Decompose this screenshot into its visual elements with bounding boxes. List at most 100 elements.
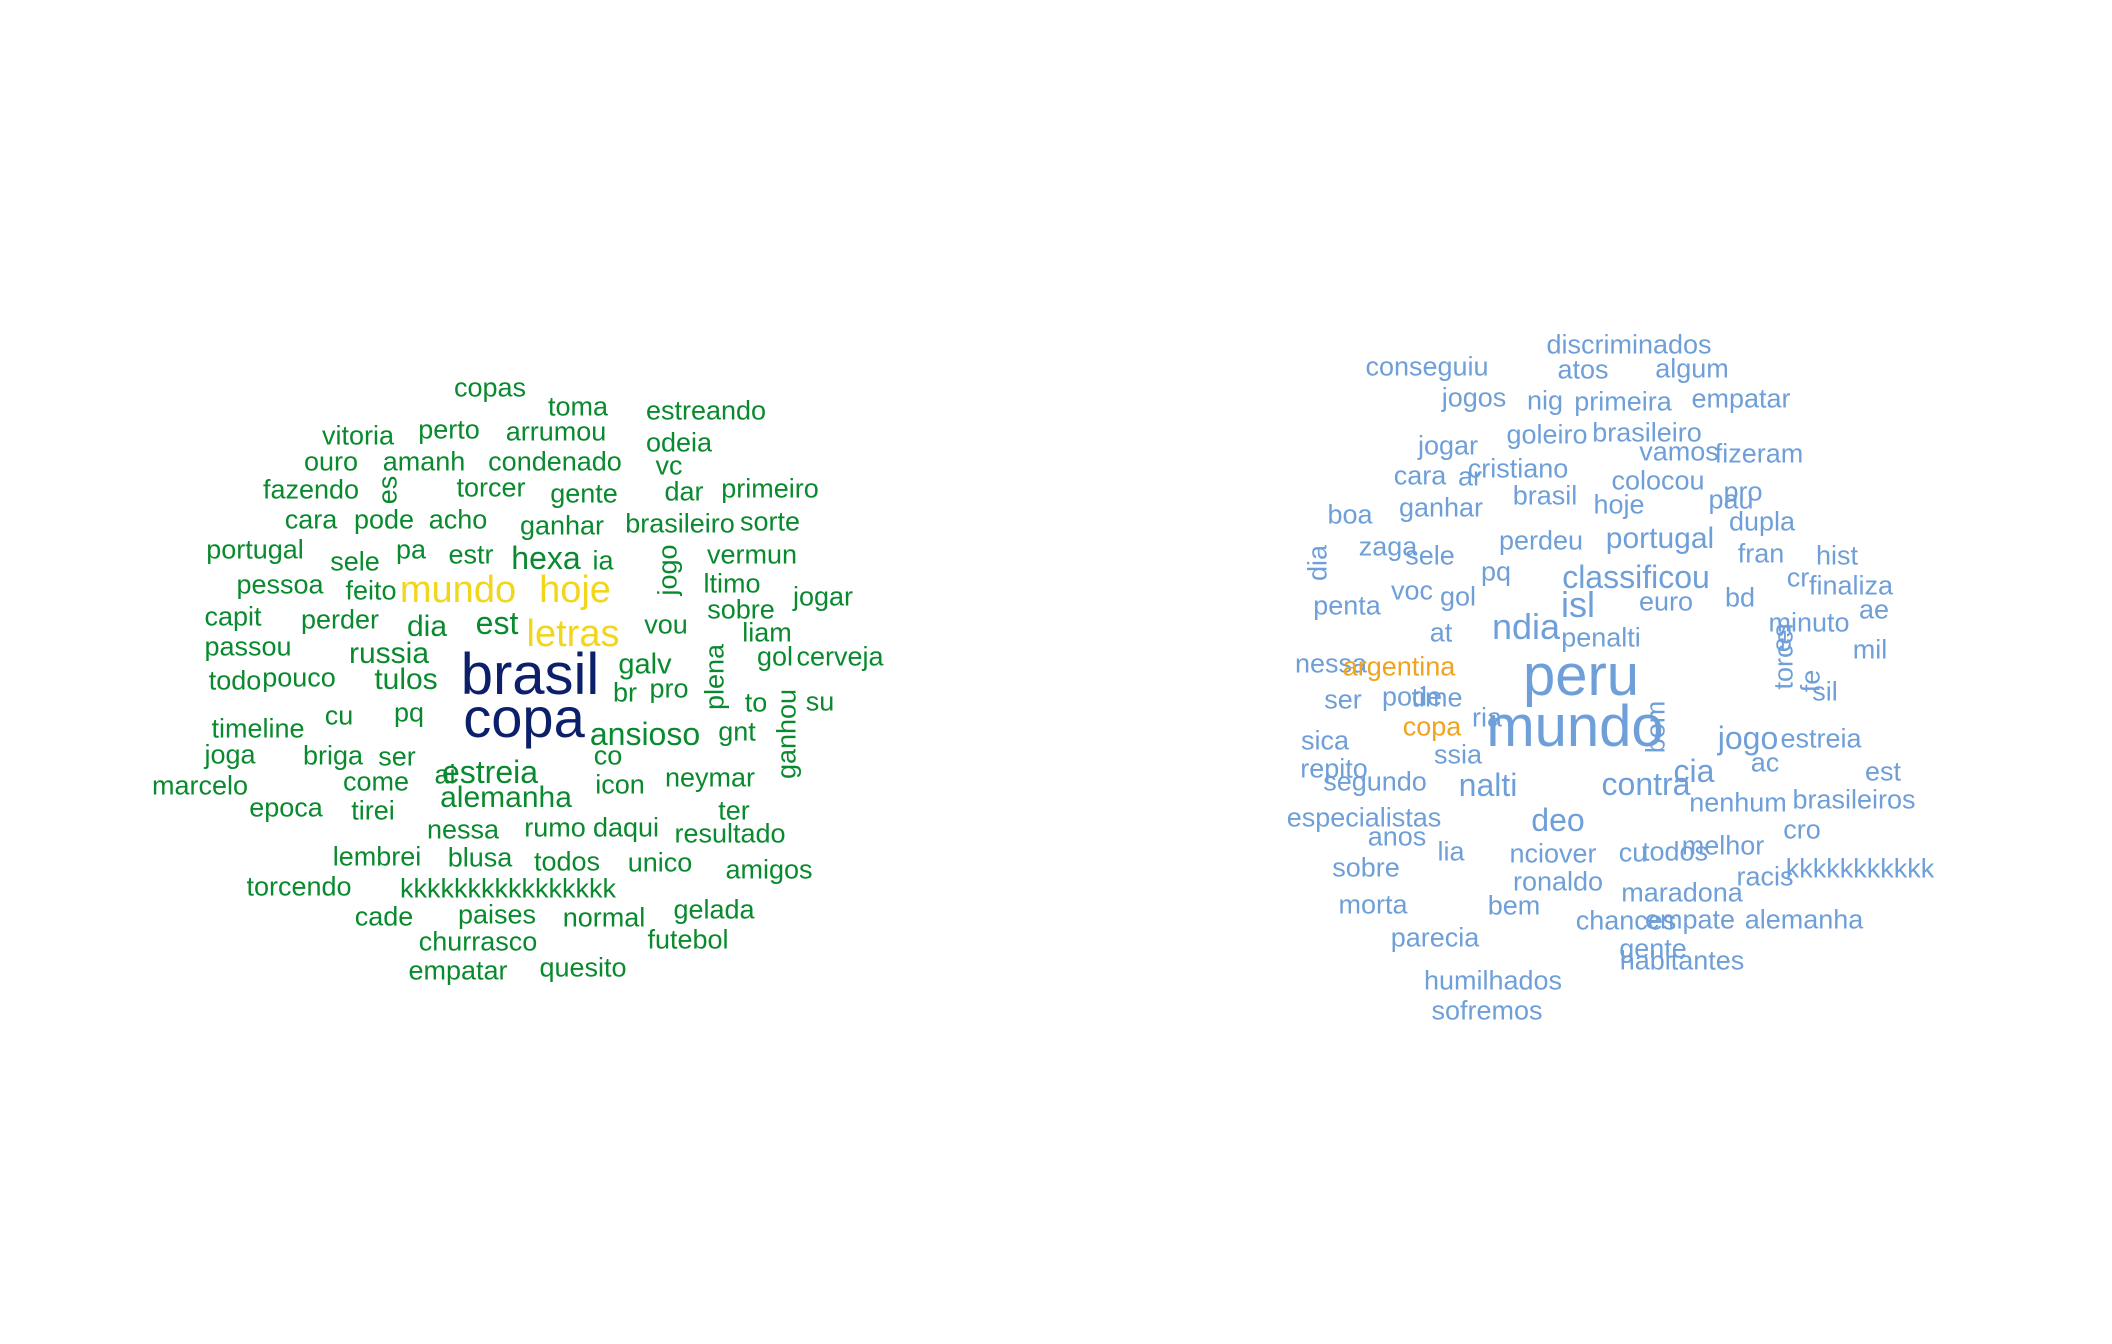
cloud-word-brasil: br <box>612 677 638 708</box>
cloud-word-argentina: bem <box>1487 890 1541 921</box>
cloud-word-brasil: pa <box>395 534 427 565</box>
cloud-word-brasil: brasil <box>460 642 600 707</box>
cloud-word-argentina: hist <box>1815 540 1859 571</box>
cloud-word-argentina: parecia <box>1390 922 1480 953</box>
cloud-word-argentina: maradona <box>1621 877 1743 908</box>
cloud-word-brasil: futebol <box>647 924 729 955</box>
cloud-word-brasil: estreando <box>645 395 767 426</box>
cloud-word-brasil: torcendo <box>246 871 352 902</box>
cloud-word-brasil: tulos <box>374 663 438 696</box>
cloud-word-argentina: jogar <box>1417 430 1479 461</box>
cloud-word-brasil: quesito <box>539 952 627 983</box>
cloud-word-brasil: icon <box>595 769 645 800</box>
cloud-word-argentina: perdeu <box>1498 525 1584 556</box>
cloud-word-argentina: fizeram <box>1714 438 1804 469</box>
cloud-word-argentina: gol <box>1439 581 1477 612</box>
cloud-word-brasil: est <box>475 605 519 641</box>
cloud-word-brasil: ter <box>718 795 750 826</box>
cloud-word-brasil: estreia <box>441 754 539 790</box>
cloud-word-argentina: empate <box>1644 904 1736 935</box>
cloud-word-argentina: mundo <box>1486 694 1664 759</box>
cloud-word-brasil: normal <box>562 902 646 933</box>
cloud-word-brasil: lembrei <box>332 841 422 872</box>
cloud-word-argentina: nalti <box>1458 767 1518 803</box>
cloud-word-brasil: brasileiro <box>625 508 735 539</box>
cloud-word-argentina: zaga <box>1358 531 1418 562</box>
cloud-word-argentina: hoje <box>1593 489 1645 520</box>
cloud-word-argentina: ar <box>1457 461 1483 492</box>
cloud-word-brasil: to <box>744 687 768 718</box>
cloud-word-brasil: epoca <box>249 792 323 823</box>
cloud-word-brasil: vermun <box>706 539 798 570</box>
cloud-word-brasil: vc <box>655 450 683 481</box>
cloud-word-brasil: portugal <box>206 534 304 565</box>
cloud-word-brasil: paises <box>457 899 537 930</box>
cloud-word-brasil: ia <box>592 545 614 576</box>
cloud-word-argentina: pro <box>1723 476 1763 507</box>
cloud-word-argentina: lia <box>1437 836 1465 867</box>
cloud-word-brasil: pode <box>353 504 415 535</box>
cloud-word-brasil: sobre <box>707 594 775 625</box>
cloud-word-argentina: cro <box>1783 814 1821 845</box>
cloud-word-brasil: plena <box>699 643 730 711</box>
cloud-word-argentina: primeira <box>1574 386 1672 417</box>
cloud-word-argentina: penta <box>1313 590 1381 621</box>
cloud-word-argentina: cr <box>1786 562 1810 593</box>
cloud-word-brasil: vou <box>644 609 688 640</box>
cloud-word-argentina: sobre <box>1332 852 1400 883</box>
cloud-word-argentina: dia <box>1302 544 1333 582</box>
cloud-word-argentina: discriminados <box>1546 329 1712 360</box>
cloud-word-argentina: jogos <box>1441 382 1507 413</box>
cloud-word-brasil: perto <box>418 414 480 445</box>
cloud-word-brasil: arrumou <box>505 416 607 447</box>
cloud-word-brasil: feito <box>345 575 397 606</box>
cloud-word-brasil: daqui <box>592 812 660 843</box>
cloud-word-argentina: colocou <box>1611 465 1705 496</box>
cloud-word-argentina: cu <box>1618 837 1648 868</box>
cloud-word-argentina: empatar <box>1691 383 1791 414</box>
cloud-word-argentina: bd <box>1724 582 1756 613</box>
cloud-word-argentina: copa <box>1402 711 1462 742</box>
cloud-word-brasil: condenado <box>488 446 622 477</box>
cloud-word-argentina: est <box>1864 756 1902 787</box>
cloud-word-argentina: finaliza <box>1808 570 1894 601</box>
cloud-word-argentina: mil <box>1852 634 1888 665</box>
cloud-word-argentina: pq <box>1480 556 1512 587</box>
cloud-word-brasil: toma <box>547 391 609 422</box>
cloud-word-argentina: nciover <box>1509 838 1597 869</box>
cloud-word-argentina: ssia <box>1433 739 1483 770</box>
cloud-word-argentina: gente <box>1619 933 1687 964</box>
cloud-word-brasil: perder <box>300 604 380 635</box>
cloud-word-argentina: minuto <box>1768 607 1850 638</box>
cloud-word-argentina: ndia <box>1491 606 1561 647</box>
cloud-word-brasil: joga <box>204 739 256 770</box>
cloud-word-argentina: ser <box>1324 684 1362 715</box>
cloud-word-argentina: argentina <box>1342 651 1456 682</box>
cloud-word-brasil: sele <box>330 546 380 577</box>
cloud-word-brasil: come <box>342 766 410 797</box>
cloud-word-argentina: kkkkkkkkkkk <box>1785 853 1935 884</box>
cloud-word-brasil: russia <box>348 637 430 670</box>
cloud-word-argentina: portugal <box>1605 522 1715 555</box>
cloud-word-argentina: racis <box>1736 861 1794 892</box>
cloud-word-argentina: estreia <box>1780 723 1862 754</box>
cloud-word-brasil: gol <box>756 641 794 672</box>
cloud-word-argentina: sica <box>1300 725 1350 756</box>
cloud-word-argentina: euro <box>1638 586 1694 617</box>
cloud-word-brasil: nessa <box>426 814 500 845</box>
cloud-word-brasil: vitoria <box>321 420 395 451</box>
cloud-word-brasil: todo <box>208 665 262 696</box>
cloud-word-brasil: dar <box>664 476 704 507</box>
cloud-word-brasil: sorte <box>739 506 801 537</box>
cloud-word-brasil: hoje <box>539 569 611 611</box>
cloud-word-argentina: ria <box>1471 702 1503 733</box>
cloud-word-argentina: dupla <box>1728 506 1796 537</box>
cloud-word-brasil: gnt <box>718 716 756 747</box>
cloud-word-brasil: cu <box>324 700 354 731</box>
cloud-word-brasil: resultado <box>674 818 786 849</box>
cloud-word-brasil: fazendo <box>262 474 360 505</box>
cloud-word-argentina: ronaldo <box>1512 866 1604 897</box>
cloud-word-brasil: liam <box>742 617 792 648</box>
cloud-word-argentina: classificou <box>1562 559 1710 595</box>
cloud-word-brasil: acho <box>428 504 488 535</box>
